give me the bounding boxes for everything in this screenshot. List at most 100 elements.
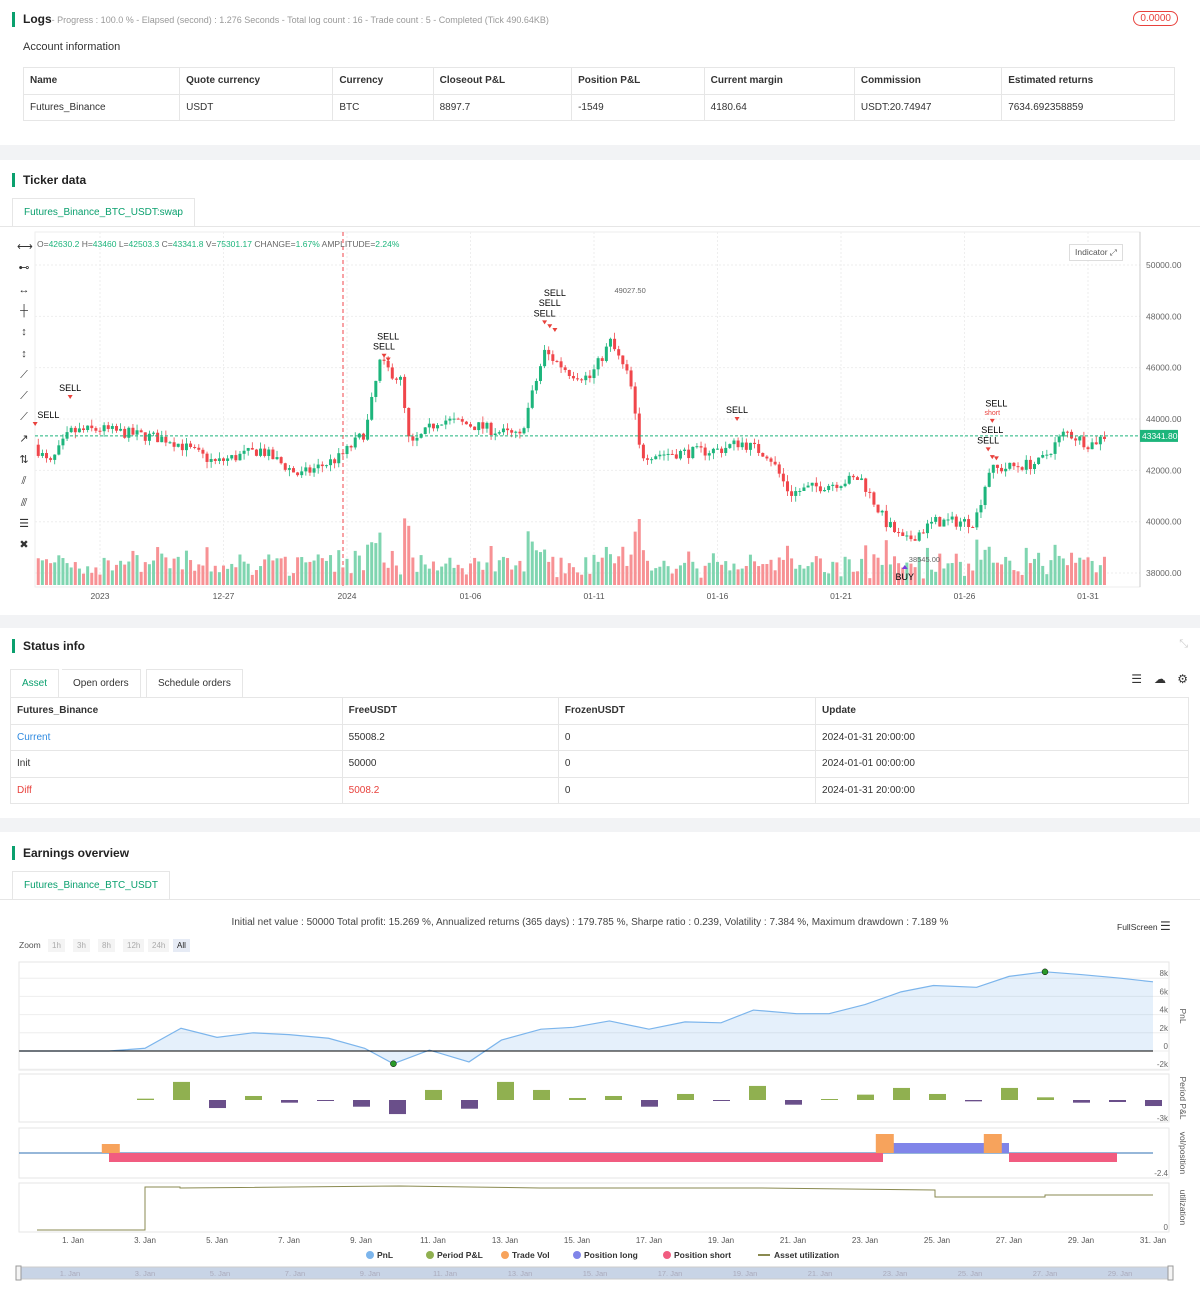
vertical-segment-icon[interactable]: ↕ [21,326,27,339]
fullscreen-button[interactable]: FullScreen ☰ [1117,919,1171,933]
parallel-channel-icon[interactable]: ⫽ [21,475,27,488]
candle [514,430,518,439]
price-range-icon[interactable]: ⇅ [19,454,29,466]
period-pnl-bar [1073,1100,1090,1103]
asset-cell: 0 [557,750,817,778]
zoom-1h-button[interactable]: 1h [48,939,65,952]
volume-bar [82,573,86,585]
candle [213,458,217,465]
candle [707,450,711,461]
candle [678,449,682,461]
period-pnl-bar [1001,1087,1018,1100]
profit-badge: 0.0000 [1133,11,1178,26]
candle [971,525,975,529]
indicator-button[interactable]: Indicator ⤢ [1069,244,1123,261]
vertical-ray-icon[interactable]: ↕ [21,347,27,360]
zoom-8h-button[interactable]: 8h [98,939,115,952]
legend-item-position-long[interactable]: Position long [573,1250,638,1260]
period-pnl-bar [281,1100,298,1103]
arrow-icon[interactable]: ↗ [19,432,29,445]
candlestick-chart[interactable]: 50000.00 48000.00 46000.00 44000.00 42000.00… [0,230,1200,610]
volume-bar [213,565,217,585]
navigator-left-handle[interactable] [15,1265,22,1281]
legend-item-pnl[interactable]: PnL [366,1250,393,1260]
grid-icon[interactable]: ☰ [19,517,29,530]
x-tick-label: 2024 [338,591,357,601]
tab-asset[interactable]: Asset [10,669,60,697]
volume-bar [419,555,423,585]
horizontal-ray-icon[interactable]: ⊷ [18,262,30,275]
period-pnl-bar [857,1094,874,1100]
asset-cell: Diff [10,776,343,804]
candle [222,457,225,466]
volume-bar [810,562,814,585]
list-icon[interactable]: ☰ [1131,672,1142,686]
navigator-right-handle[interactable] [1167,1265,1174,1281]
horizontal-segment-icon[interactable]: ↔ [18,283,30,296]
ray-icon[interactable]: ⟋ [20,390,28,403]
x-tick-label: 01-11 [583,591,604,601]
zoom-All-button[interactable]: All [173,939,190,952]
legend-item-trade-vol[interactable]: Trade Vol [501,1250,550,1260]
candle [901,528,905,537]
candle [114,423,118,433]
volume-bar [209,571,213,585]
gear-icon[interactable]: ⚙ [1177,672,1188,686]
fib-icon[interactable]: ⫻ [20,496,28,509]
segment-icon[interactable]: ⟋ [20,411,28,424]
trend-line-icon[interactable]: ⟋ [20,368,28,381]
cloud-download-icon[interactable]: ☁ [1154,672,1166,686]
candle [868,488,872,499]
candle [744,438,748,453]
candle [456,417,460,420]
collapse-icon[interactable]: ⤡ [1179,638,1188,650]
change-value: 1.67% [295,239,320,249]
volume-bar [98,574,102,585]
candle [184,438,188,457]
candle [608,337,612,352]
sell-arrow-icon [552,328,558,333]
volume-bar [971,570,975,585]
zoom-12h-button[interactable]: 12h [123,939,145,952]
volume-bar [481,569,485,585]
volume-bar [1049,560,1053,585]
candle [485,421,489,433]
legend-item-asset-utilization[interactable]: Asset utilization [758,1250,839,1260]
volume-bar [868,578,872,585]
panel-label: vol/position [1178,1132,1188,1175]
candle [1057,434,1061,447]
x-tick-label: 15. Jan [564,1236,590,1245]
candle [407,407,411,443]
zoom-3h-button[interactable]: 3h [73,939,90,952]
asset-row: Current 55008.2 0 2024-01-31 20:00:00 [10,723,1189,751]
volume-bar [514,565,518,585]
horizontal-line-icon[interactable]: ⟷ [17,241,33,253]
candle [893,520,897,534]
volume-bar [650,570,654,585]
vertical-line-icon[interactable]: ┼ [20,304,28,317]
position-short-bar [1009,1153,1117,1162]
candle [991,464,995,479]
volume-bar [497,560,501,585]
y-tick-label: 2k [1160,1024,1169,1033]
x-tick-label: 11. Jan [420,1236,446,1245]
volume-bar [473,557,477,585]
x-tick-label: 9. Jan [350,1236,372,1245]
tab-schedule-orders[interactable]: Schedule orders [146,669,243,697]
volume-bar [102,557,106,585]
volume-bar [1102,556,1106,585]
candle [950,511,954,524]
trash-icon[interactable]: ✖ [19,539,29,552]
tab-symbol[interactable]: Futures_Binance_BTC_USDT:swap [12,198,195,226]
asset-cell: 2024-01-31 20:00:00 [815,723,1189,751]
zoom-24h-button[interactable]: 24h [148,939,170,952]
earnings-summary: Initial net value : 50000 Total profit: … [231,917,949,928]
tab-open-orders[interactable]: Open orders [62,669,141,697]
legend-item-position-short[interactable]: Position short [663,1250,731,1260]
legend-item-period-p-l[interactable]: Period P&L [426,1250,483,1260]
candle [312,463,316,477]
volume-bar [991,562,995,585]
earnings-chart[interactable]: PnL Period P&L vol/position utilization 8k 6k… [0,955,1200,1290]
candle [794,486,798,502]
tab-earnings-symbol[interactable]: Futures_Binance_BTC_USDT [12,871,170,899]
